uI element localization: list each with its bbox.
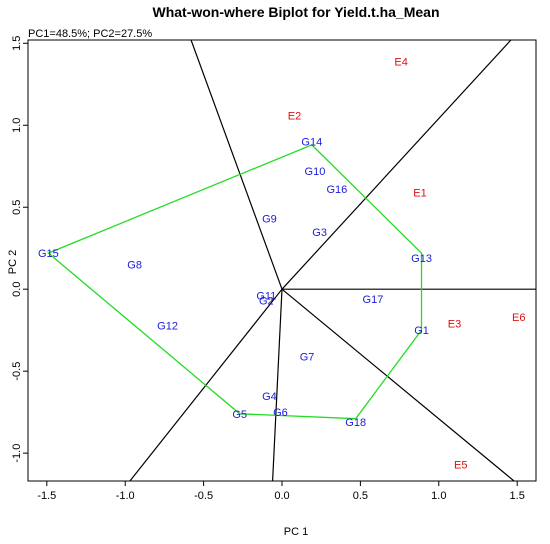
genotype-label: G3 [312, 227, 327, 239]
environment-label: E2 [288, 110, 301, 122]
x-tick-label: 0.5 [353, 490, 368, 502]
genotype-label: G12 [157, 320, 178, 332]
genotype-label: G1 [414, 325, 429, 337]
genotype-label: G13 [411, 253, 432, 265]
genotype-label: G5 [232, 409, 247, 421]
x-tick-label: -1.5 [37, 490, 56, 502]
hull-polygon [47, 144, 423, 420]
environment-label: E5 [454, 460, 467, 472]
genotype-label: G7 [300, 351, 315, 363]
x-tick-label: 1.0 [431, 490, 446, 502]
axis-ticks: -1.5 -1.0 -0.5 0.0 0.5 1.0 1.5 -1.0 -0.5 0.0 0.5 1.… [11, 36, 525, 502]
y-tick-label: -1.0 [11, 444, 23, 463]
polygon-hull [47, 144, 423, 420]
genotype-label: G15 [38, 248, 59, 260]
y-tick-label: 1.5 [11, 36, 23, 51]
environment-label: E6 [512, 312, 525, 324]
genotype-label: G14 [301, 137, 322, 149]
genotype-label: G16 [326, 184, 347, 196]
genotype-label: G17 [363, 294, 384, 306]
genotype-label: G9 [262, 214, 277, 226]
genotype-label: G4 [262, 391, 277, 403]
x-tick-label: -0.5 [194, 490, 213, 502]
x-tick-label: 0.0 [274, 490, 289, 502]
genotype-label: G8 [127, 260, 142, 272]
x-tick-label: -1.0 [116, 490, 135, 502]
y-axis-label: PC 2 [7, 250, 19, 274]
y-tick-label: 1.0 [11, 118, 23, 133]
genotype-label: G18 [345, 417, 366, 429]
y-tick-label: -0.5 [11, 362, 23, 381]
y-tick-label: 0.5 [11, 200, 23, 215]
sector-ray [281, 40, 512, 290]
genotype-label: G2 [259, 296, 274, 308]
genotype-label: G6 [273, 407, 288, 419]
sector-lines [129, 40, 536, 481]
sector-ray [190, 40, 283, 290]
chart-subtitle: PC1=48.5%; PC2=27.5% [28, 28, 152, 40]
x-axis-label: PC 1 [284, 526, 308, 538]
genotype-label: G10 [305, 166, 326, 178]
plot-frame [27, 39, 537, 482]
environment-label: E3 [448, 319, 461, 331]
point-labels: G1 G2 G3 G4 G5 G6 G7 G8 G9 G10 G11 G12 G13 G14 G15 G16 G… [38, 56, 526, 471]
environment-label: E1 [413, 187, 426, 199]
chart-title: What-won-where Biplot for Yield.t.ha_Mea… [152, 4, 439, 20]
genotype-label: G11 [256, 291, 276, 303]
sector-ray [281, 288, 515, 481]
sector-ray [271, 289, 283, 481]
y-tick-label: 0.0 [11, 282, 23, 297]
x-tick-label: 1.5 [510, 490, 525, 502]
environment-label: E4 [394, 56, 407, 68]
